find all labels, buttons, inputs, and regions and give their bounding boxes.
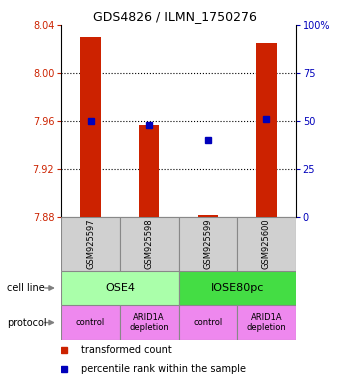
Bar (61, 271, 178, 305)
Bar (61, 305, 120, 340)
Text: percentile rank within the sample: percentile rank within the sample (81, 364, 246, 374)
Text: IOSE80pc: IOSE80pc (210, 283, 264, 293)
Text: GDS4826 / ILMN_1750276: GDS4826 / ILMN_1750276 (93, 10, 257, 23)
Bar (61, 217, 120, 271)
Text: GSM925598: GSM925598 (145, 218, 154, 269)
Text: GSM925599: GSM925599 (203, 218, 212, 269)
Text: control: control (76, 318, 105, 327)
Text: cell line: cell line (7, 283, 45, 293)
Text: OSE4: OSE4 (105, 283, 135, 293)
Text: transformed count: transformed count (81, 345, 172, 355)
Bar (178, 217, 237, 271)
Bar (256, 43, 277, 217)
Text: GSM925600: GSM925600 (262, 218, 271, 269)
Bar (139, 124, 160, 217)
Text: ARID1A
depletion: ARID1A depletion (129, 313, 169, 332)
Bar (178, 271, 296, 305)
Bar (80, 37, 101, 217)
Text: protocol: protocol (7, 318, 47, 328)
Text: GSM925597: GSM925597 (86, 218, 95, 269)
Bar (197, 215, 218, 217)
Text: control: control (193, 318, 223, 327)
Bar (120, 305, 178, 340)
Bar (178, 305, 237, 340)
Bar (120, 217, 178, 271)
Bar (237, 305, 296, 340)
Text: ARID1A
depletion: ARID1A depletion (246, 313, 286, 332)
Bar (237, 217, 296, 271)
